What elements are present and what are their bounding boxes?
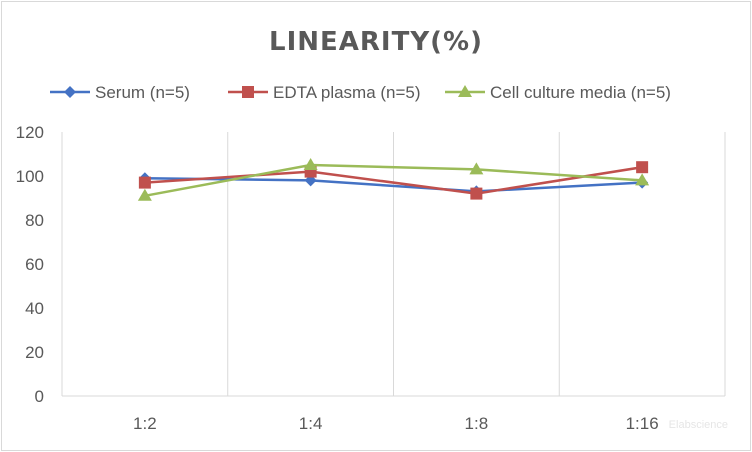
- legend-marker: [242, 86, 254, 98]
- gridlines: [61, 132, 726, 397]
- y-tick-label: 100: [16, 167, 44, 186]
- x-tick-label: 1:2: [133, 414, 157, 433]
- legend-marker: [64, 86, 76, 98]
- legend-item-2: EDTA plasma (n=5): [228, 83, 421, 102]
- y-axis: 0 20 40 60 80 100 120: [16, 123, 44, 406]
- watermark: Elabscience: [669, 419, 728, 431]
- legend-label: Serum (n=5): [95, 83, 190, 102]
- y-tick-label: 80: [25, 211, 44, 230]
- series-line-3: [144, 163, 643, 198]
- y-tick-label: 40: [25, 299, 44, 318]
- y-tick-label: 0: [35, 387, 44, 406]
- chart-title: LINEARITY(%): [269, 27, 483, 57]
- y-tick-label: 20: [25, 343, 44, 362]
- legend-marker: [458, 85, 472, 97]
- legend-label: EDTA plasma (n=5): [273, 83, 421, 102]
- data-point: [138, 176, 151, 189]
- legend: Serum (n=5) EDTA plasma (n=5) Cell culture…: [50, 83, 671, 102]
- legend-label: Cell culture media (n=5): [490, 83, 671, 102]
- legend-item-3: Cell culture media (n=5): [445, 83, 671, 102]
- x-tick-label: 1:4: [299, 414, 323, 433]
- data-point: [636, 161, 649, 174]
- y-tick-label: 120: [16, 123, 44, 142]
- data-point: [137, 188, 152, 201]
- plot-area: [137, 158, 650, 201]
- data-point: [469, 162, 484, 175]
- series-line-2: [144, 165, 643, 195]
- x-axis: 1:2 1:4 1:8 1:16: [133, 414, 659, 433]
- data-point: [303, 158, 318, 170]
- legend-item-1: Serum (n=5): [50, 83, 190, 102]
- x-tick-label: 1:16: [626, 414, 659, 433]
- data-point: [470, 187, 483, 200]
- data-point: [635, 173, 650, 186]
- x-tick-label: 1:8: [465, 414, 489, 433]
- y-tick-label: 60: [25, 255, 44, 274]
